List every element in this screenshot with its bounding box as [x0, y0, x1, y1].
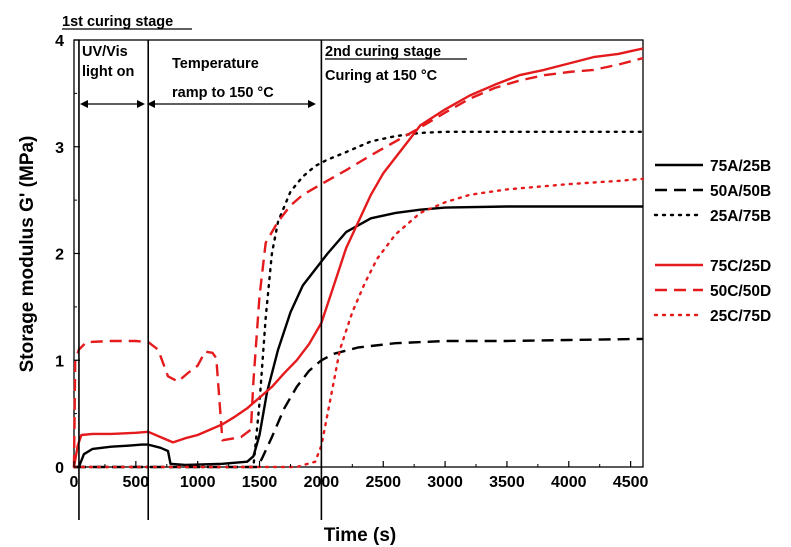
y-axis-title: Storage modulus G' (MPa): [17, 136, 38, 373]
curing-label: Curing at 150 °C: [325, 68, 438, 84]
x-tick-label: 0: [70, 474, 79, 491]
x-tick-label: 500: [122, 474, 149, 491]
x-tick-label: 4000: [551, 474, 587, 491]
ramp-duration-arrow: [147, 100, 316, 108]
series-layer: [72, 47, 645, 469]
x-tick-label: 2000: [304, 474, 340, 491]
ramp-label-line1: Temperature: [172, 56, 259, 72]
legend-label-1: 75A/25B: [710, 158, 771, 175]
x-axis-title: Time (s): [324, 525, 397, 546]
x-tick-label: 4500: [613, 474, 649, 491]
legend-label-6: 25C/75D: [710, 308, 771, 325]
y-tick-label: 3: [55, 140, 64, 157]
x-tick-label: 1500: [242, 474, 278, 491]
stage-divider-lines: [78, 40, 323, 520]
y-tick-label: 1: [55, 353, 64, 370]
series-line-3: [72, 130, 645, 469]
stage1-label: 1st curing stage: [62, 14, 173, 30]
x-tick-label: 1000: [180, 474, 216, 491]
y-tick-label: 2: [55, 247, 64, 264]
series-line-5: [72, 56, 644, 468]
legend-label-4: 75C/25D: [710, 258, 771, 275]
uv-duration-arrow: [80, 100, 145, 108]
legend-label-3: 25A/75B: [710, 208, 771, 225]
series-line-6: [72, 177, 645, 469]
uv-label-line2: light on: [82, 64, 134, 80]
x-tick-label: 3000: [427, 474, 463, 491]
legend-label-5: 50C/50D: [710, 283, 771, 300]
legend-label-2: 50A/50B: [710, 183, 771, 200]
uv-label-line1: UV/Vis: [82, 44, 128, 60]
legend: 75A/25B 50A/50B 25A/75B 75C/25D 50C/50D 25C/7…: [653, 158, 771, 325]
ramp-label-line2: ramp to 150 °C: [172, 85, 274, 101]
x-tick-label: 3500: [489, 474, 525, 491]
y-tick-label: 0: [55, 460, 64, 477]
x-axis-ticks: 0 500 1000 1500 2000 2500 3000 3500 4000 4500: [70, 461, 649, 491]
x-tick-label: 2500: [365, 474, 401, 491]
series-line-2: [74, 337, 644, 469]
plot-area: 0 500 1000 1500 2000 2500 3000 3500 4000 4500 0 1 2…: [55, 33, 649, 520]
series-line-4: [72, 47, 644, 468]
y-tick-label: 4: [55, 33, 64, 50]
series-line-1: [74, 205, 643, 469]
stage2-label: 2nd curing stage: [325, 44, 441, 60]
y-axis-ticks: 0 1 2 3 4: [55, 33, 80, 477]
